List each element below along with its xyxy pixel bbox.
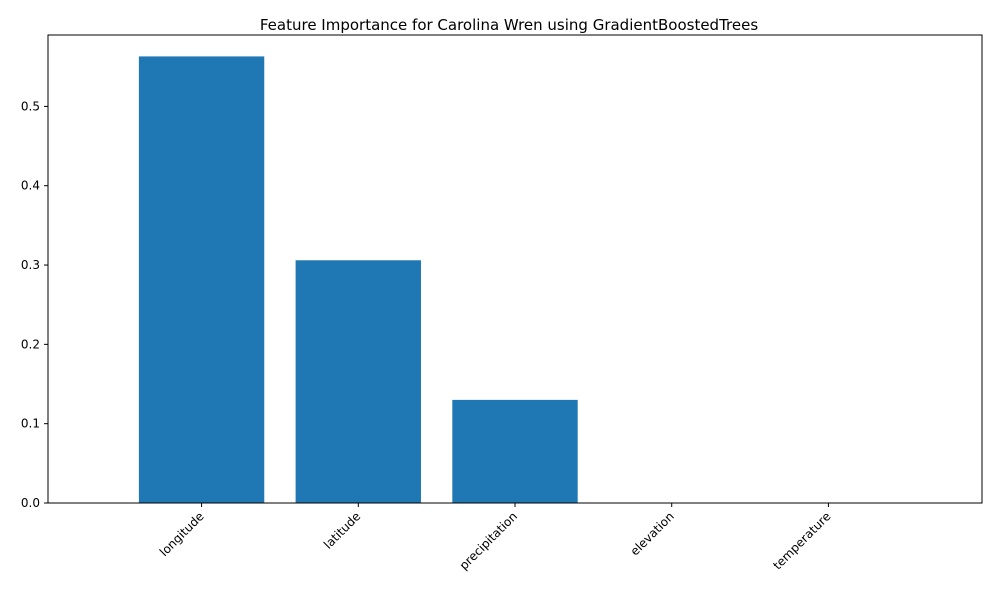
y-tick-label: 0.2 — [21, 337, 40, 351]
bar-latitude — [295, 260, 421, 503]
x-tick-label-latitude: latitude — [321, 509, 363, 551]
x-axis: longitude latitude precipitation elevation t… — [157, 503, 834, 573]
y-axis: 0.0 0.1 0.2 0.3 0.4 0.5 — [21, 99, 48, 510]
chart-title: Feature Importance for Carolina Wren usi… — [260, 16, 758, 34]
x-tick-label-temperature: temperature — [770, 509, 833, 572]
plot-frame — [47, 34, 983, 504]
bars — [138, 56, 578, 503]
y-tick-label: 0.4 — [21, 179, 40, 193]
x-tick-label-elevation: elevation — [628, 509, 677, 558]
y-tick-label: 0.5 — [21, 99, 40, 113]
y-tick-label: 0.0 — [21, 496, 40, 510]
y-tick-label: 0.1 — [21, 417, 40, 431]
bar-longitude — [138, 56, 265, 503]
y-tick-label: 0.3 — [21, 258, 40, 272]
x-tick-label-precipitation: precipitation — [457, 509, 520, 572]
x-tick-label-longitude: longitude — [157, 509, 207, 559]
bar-precipitation — [452, 399, 578, 503]
